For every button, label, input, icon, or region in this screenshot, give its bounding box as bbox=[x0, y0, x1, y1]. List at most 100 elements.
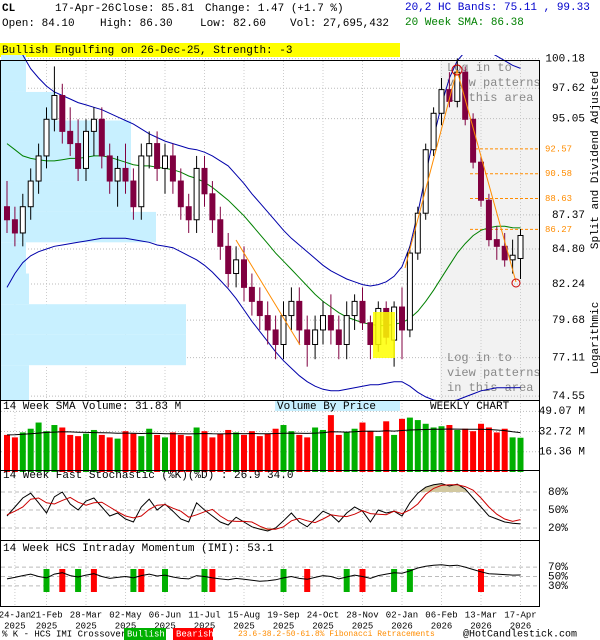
candle-body bbox=[169, 155, 176, 182]
x-tick-label: 28-Mar bbox=[70, 610, 102, 620]
date: 17-Apr-26 bbox=[55, 3, 114, 15]
candle-body bbox=[517, 234, 524, 259]
candle-body bbox=[399, 306, 405, 331]
y-tick-label: 87.37 bbox=[552, 210, 585, 222]
y-tick-label: 49.07 M bbox=[539, 406, 585, 418]
volume-bar bbox=[35, 422, 42, 472]
imi-signal bbox=[201, 569, 208, 592]
candle-body bbox=[51, 94, 58, 120]
volume-bar bbox=[75, 436, 82, 472]
volume-bar bbox=[399, 418, 405, 472]
candle-body bbox=[406, 252, 413, 331]
volume-bar bbox=[4, 434, 10, 472]
candle-body bbox=[493, 239, 500, 247]
x-tick-year: 2025 bbox=[4, 621, 26, 631]
volume-bar bbox=[320, 429, 326, 472]
candle-body bbox=[146, 143, 153, 157]
x-tick-year: 2025 bbox=[75, 621, 97, 631]
volume-by-price-bar bbox=[1, 273, 29, 305]
volume-bar bbox=[304, 437, 311, 472]
volume-bar bbox=[517, 437, 524, 472]
volume-bar bbox=[446, 425, 453, 472]
candle-body bbox=[177, 180, 184, 208]
x-tick-year: 2025 bbox=[273, 621, 295, 631]
candle-body bbox=[35, 155, 42, 182]
candle-body bbox=[414, 212, 421, 254]
candle-body bbox=[75, 143, 82, 169]
candle-body bbox=[185, 206, 192, 221]
y-tick-label: 16.36 M bbox=[539, 447, 585, 459]
candle-body bbox=[335, 329, 342, 345]
volume-bar bbox=[59, 427, 66, 472]
volume-bar bbox=[43, 431, 50, 472]
imi-frame bbox=[0, 540, 540, 607]
volume-bar bbox=[288, 431, 295, 472]
vbp-label-bg bbox=[275, 401, 400, 411]
volume-by-price-bar bbox=[1, 334, 186, 366]
y-tick-label: 80% bbox=[548, 487, 568, 499]
x-tick-year: 2025 bbox=[154, 621, 176, 631]
axis-label: Logarithmic bbox=[590, 302, 600, 375]
volume-bar bbox=[83, 433, 89, 472]
marks-layer bbox=[4, 55, 524, 582]
imi-line bbox=[6, 564, 521, 582]
y-tick-label: 100.18 bbox=[545, 54, 585, 66]
fib-label: 90.58 bbox=[545, 169, 572, 179]
volume-by-price-bar bbox=[1, 304, 186, 335]
volume-bar bbox=[51, 425, 58, 472]
panel-title: 14 Week SMA Volume: 31.83 M bbox=[3, 401, 181, 413]
candle-body bbox=[501, 245, 508, 261]
volume-bar bbox=[493, 432, 500, 472]
pattern-marker bbox=[511, 278, 521, 288]
volume-bar bbox=[272, 428, 279, 472]
high: High: 86.30 bbox=[100, 18, 173, 30]
footer-bearish: Bearish bbox=[176, 629, 214, 639]
candle-body bbox=[154, 143, 161, 169]
candle-body bbox=[114, 167, 121, 182]
volume-bar bbox=[383, 421, 390, 472]
candle-body bbox=[162, 155, 168, 169]
y-tick-label: 74.55 bbox=[552, 391, 585, 403]
volume-by-price-bar bbox=[1, 211, 156, 243]
volume-bar bbox=[67, 434, 74, 472]
volume-bar bbox=[406, 417, 413, 472]
volume-bar bbox=[130, 433, 137, 472]
candle-body bbox=[430, 112, 437, 151]
candle-body bbox=[312, 329, 319, 345]
volume-bar bbox=[217, 433, 224, 472]
volume-bar bbox=[327, 415, 334, 472]
imi-signal bbox=[343, 569, 350, 592]
volume-by-price-bar bbox=[1, 91, 56, 121]
volume-bar bbox=[438, 426, 445, 472]
chart-label: WEEKLY CHART bbox=[430, 401, 510, 413]
fib-label: 86.27 bbox=[545, 225, 572, 235]
candle-body bbox=[264, 315, 271, 331]
close: Close: 85.81 bbox=[115, 3, 195, 15]
ticker: CL bbox=[2, 3, 16, 15]
y-tick-label: 77.11 bbox=[552, 353, 585, 365]
volume-bar bbox=[241, 434, 247, 472]
stochastic-zone bbox=[7, 528, 521, 531]
candle-body bbox=[209, 193, 216, 221]
volume-bar bbox=[169, 432, 176, 472]
y-tick-label: 20% bbox=[548, 523, 568, 535]
foreground-layer: 24-Jan202521-Feb202528-Mar202502-May2025… bbox=[0, 54, 600, 632]
low: Low: 82.60 bbox=[200, 18, 266, 30]
imi-signal bbox=[280, 569, 287, 592]
volume-bar bbox=[375, 436, 382, 472]
candle-body bbox=[462, 71, 469, 120]
candle-body bbox=[11, 219, 18, 234]
volume-bar bbox=[233, 432, 240, 472]
y-tick-label: 30% bbox=[548, 581, 568, 593]
locked-notice: Log in to bbox=[447, 61, 512, 75]
imi-signal bbox=[75, 569, 82, 592]
candle-body bbox=[256, 300, 263, 317]
x-tick-label: 11-Jul bbox=[188, 610, 220, 620]
volume-bar bbox=[185, 436, 192, 472]
candle-body bbox=[225, 245, 232, 275]
x-tick-label: 17-Apr bbox=[504, 610, 536, 620]
x-tick-label: 24-Jan bbox=[0, 610, 31, 620]
candle-body bbox=[59, 94, 66, 132]
y-tick-label: 82.24 bbox=[552, 279, 585, 291]
